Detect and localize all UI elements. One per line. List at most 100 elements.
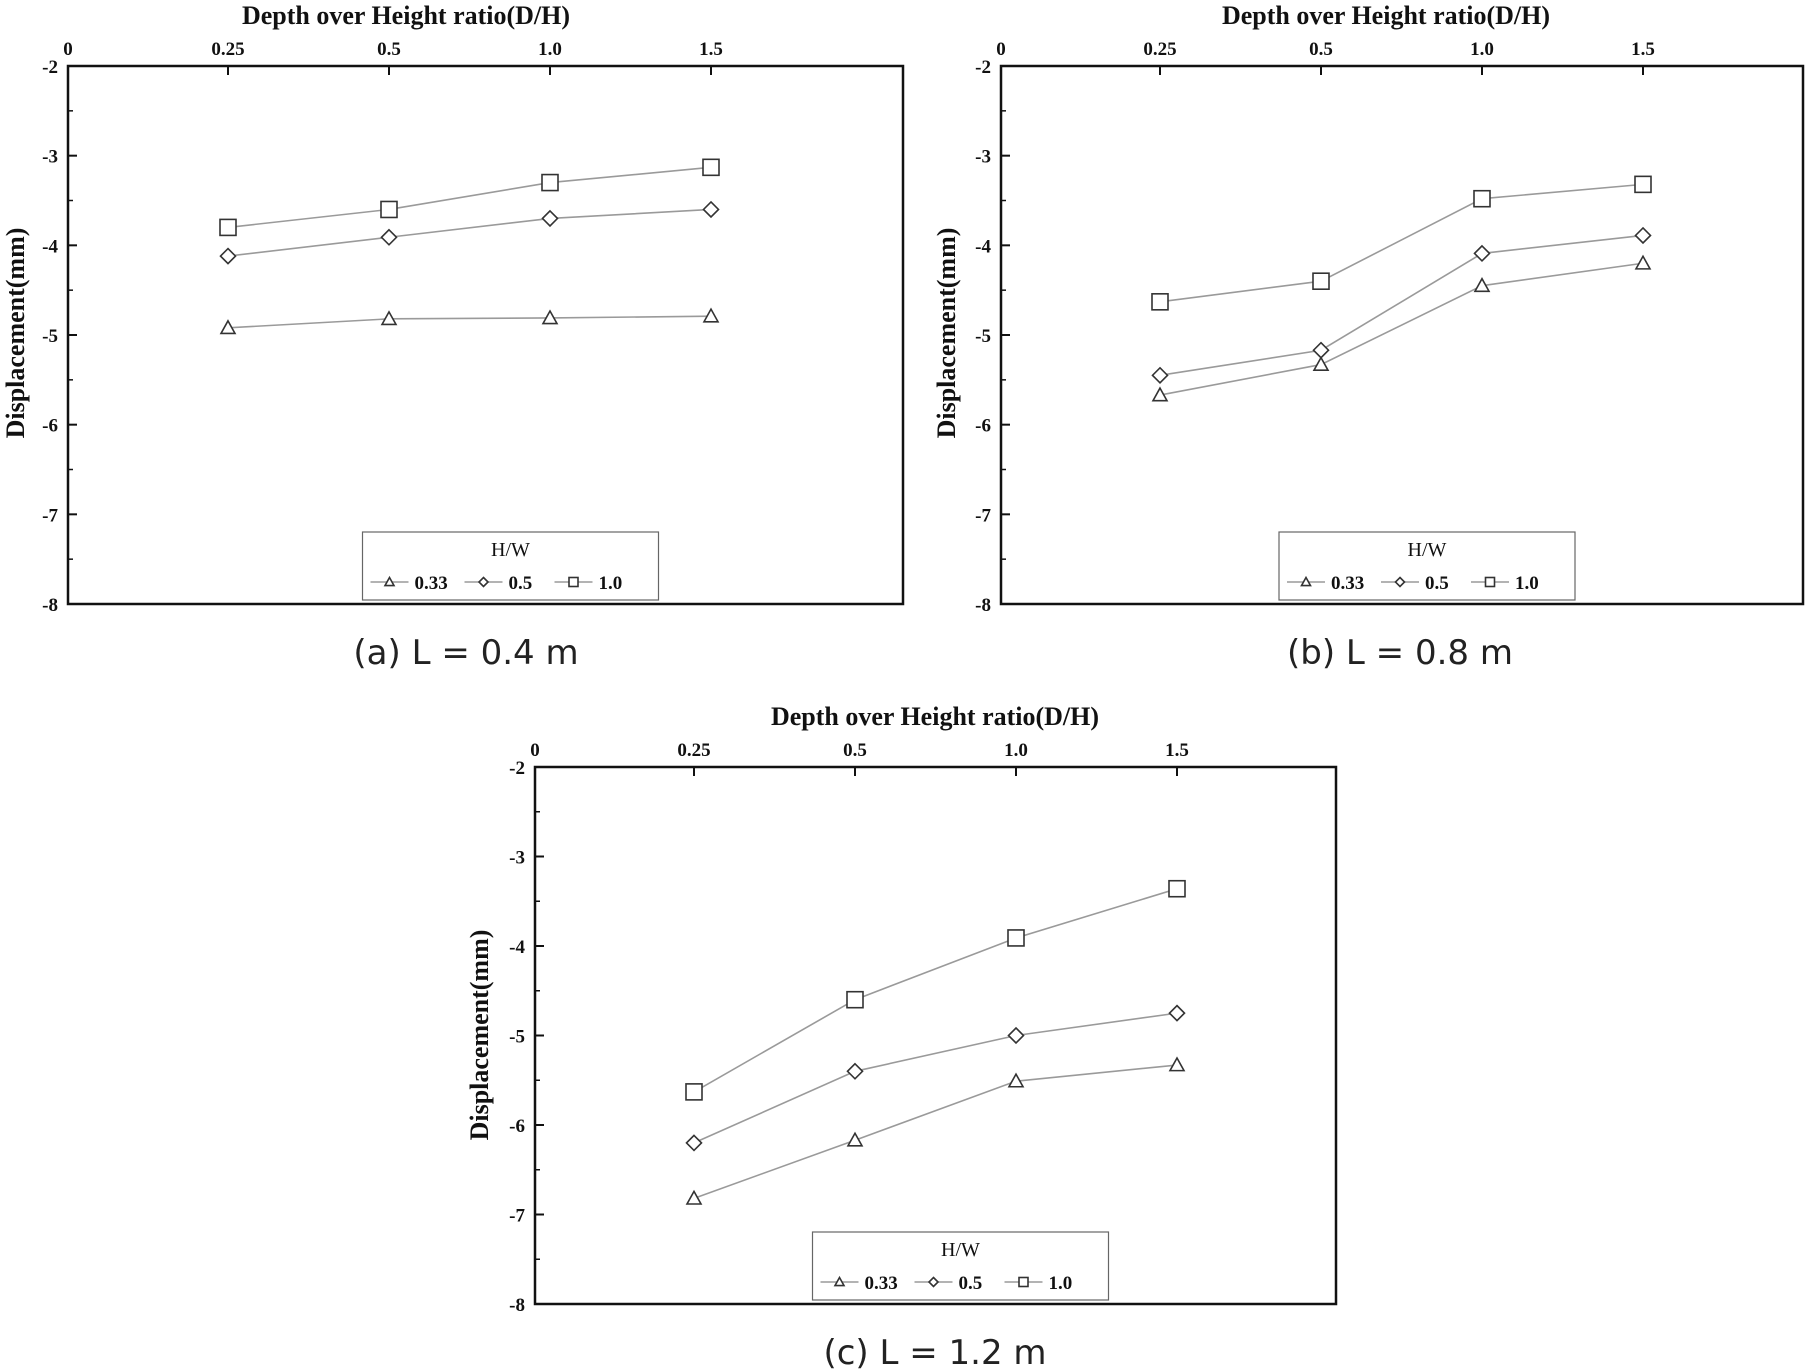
triangle-marker [219, 319, 237, 335]
diamond-marker [1168, 1004, 1186, 1022]
x-tick-label: 0 [530, 740, 540, 761]
y-tick-label: -4 [975, 236, 991, 257]
legend-label: 1.0 [1515, 573, 1539, 594]
series-line-0-33 [1159, 262, 1644, 396]
legend-label: 0.5 [959, 1273, 983, 1294]
triangle-marker [1007, 1072, 1025, 1088]
y-tick-label: -4 [509, 937, 525, 958]
legend-box [1278, 531, 1576, 601]
x-axis-title: Depth over Height ratio(D/H) [242, 1, 570, 30]
legend: H/W 0.33 0.5 1.0 [811, 1231, 1110, 1301]
panel-caption: (c) L = 1.2 m [823, 1333, 1046, 1372]
y-tick-label: -8 [509, 1295, 525, 1316]
x-tick-label: 1.5 [1165, 740, 1189, 761]
diamond-marker [685, 1134, 703, 1152]
y-axis-title: Displacement(mm) [465, 930, 494, 1141]
y-tick-label: -2 [509, 758, 525, 779]
x-tick-label: 0.5 [377, 39, 401, 60]
x-tick-label: 0.5 [843, 740, 867, 761]
diamond-marker [927, 1276, 940, 1288]
y-tick-label: -3 [975, 147, 991, 168]
plot-frame [999, 64, 1805, 606]
y-axis-title: Displacement(mm) [932, 228, 961, 439]
y-tick-label: -7 [509, 1206, 525, 1227]
legend-label: 0.5 [1425, 573, 1449, 594]
x-tick-label: 1.5 [699, 39, 723, 60]
legend-title: H/W [491, 539, 530, 561]
x-tick-label: 0 [996, 39, 1006, 60]
triangle-marker [685, 1189, 703, 1205]
series-line-0-5 [1159, 234, 1644, 377]
triangle-marker [541, 309, 559, 325]
series-line-0-33 [693, 1064, 1178, 1200]
legend-label: 0.33 [865, 1273, 898, 1294]
y-axis-title: Displacement(mm) [1, 228, 30, 439]
square-marker [685, 1083, 703, 1101]
legend-box [811, 1231, 1110, 1301]
series-line-0-33 [227, 315, 712, 329]
y-tick-label: -3 [509, 848, 525, 869]
square-marker [1312, 272, 1330, 291]
square-marker [219, 218, 237, 237]
y-tick-label: -3 [42, 147, 58, 168]
triangle-marker [1300, 575, 1312, 587]
legend-label: 0.33 [415, 573, 448, 594]
triangle-marker [380, 310, 398, 326]
diamond-marker [380, 228, 398, 246]
square-marker [702, 158, 720, 177]
panel-caption: (a) L = 0.4 m [353, 633, 578, 673]
diamond-marker [1151, 366, 1169, 384]
series-line-0-5 [693, 1012, 1178, 1144]
legend-title: H/W [1408, 539, 1447, 561]
y-tick-label: -4 [42, 236, 58, 257]
square-marker [1484, 576, 1496, 588]
triangle-marker [846, 1131, 864, 1147]
diamond-marker [219, 247, 237, 265]
y-tick-label: -8 [975, 595, 991, 616]
y-tick-label: -8 [42, 595, 58, 616]
square-marker [1634, 175, 1652, 194]
y-tick-label: -7 [975, 505, 991, 526]
y-tick-label: -5 [975, 326, 991, 347]
y-tick-label: -6 [975, 416, 991, 437]
diamond-marker [1473, 244, 1491, 263]
y-tick-label: -6 [42, 416, 58, 437]
diamond-marker [1312, 341, 1330, 359]
square-marker [1473, 189, 1491, 208]
legend-label: 0.5 [509, 573, 533, 594]
triangle-marker [702, 307, 720, 323]
x-tick-label: 1.5 [1631, 39, 1655, 60]
legend-label: 1.0 [1049, 1273, 1073, 1294]
y-tick-label: -5 [509, 1027, 525, 1048]
triangle-marker [383, 575, 396, 587]
chart-panel-c: Depth over Height ratio(D/H) Displacemen… [465, 702, 1338, 1372]
series-line-1-0 [693, 887, 1178, 1093]
diamond-marker [541, 209, 559, 228]
square-marker [1007, 929, 1025, 947]
x-axis-title: Depth over Height ratio(D/H) [771, 702, 1099, 731]
diamond-marker [846, 1062, 864, 1080]
triangle-marker [1634, 254, 1652, 270]
diamond-marker [477, 576, 490, 588]
x-tick-label: 1.0 [1470, 39, 1494, 60]
square-marker [1151, 293, 1169, 311]
series-line-1-0 [227, 166, 712, 229]
x-tick-label: 1.0 [1004, 740, 1028, 761]
legend-label: 1.0 [599, 573, 623, 594]
square-marker [568, 576, 579, 588]
series-line-1-0 [1159, 183, 1644, 303]
triangle-marker [1312, 355, 1330, 371]
x-axis-title: Depth over Height ratio(D/H) [1222, 1, 1550, 30]
x-tick-label: 0.25 [211, 39, 244, 60]
triangle-marker [1151, 386, 1169, 402]
x-tick-label: 1.0 [538, 39, 562, 60]
square-marker [541, 173, 559, 192]
x-tick-label: 0.25 [1143, 39, 1176, 60]
diamond-marker [702, 200, 720, 219]
legend: H/W 0.33 0.5 1.0 [1278, 531, 1576, 601]
chart-panel-b: Depth over Height ratio(D/H) Displacemen… [932, 1, 1805, 673]
panel-caption: (b) L = 0.8 m [1287, 633, 1513, 673]
legend-label: 0.33 [1331, 573, 1364, 594]
triangle-marker [833, 1275, 846, 1287]
y-tick-label: -5 [42, 326, 58, 347]
